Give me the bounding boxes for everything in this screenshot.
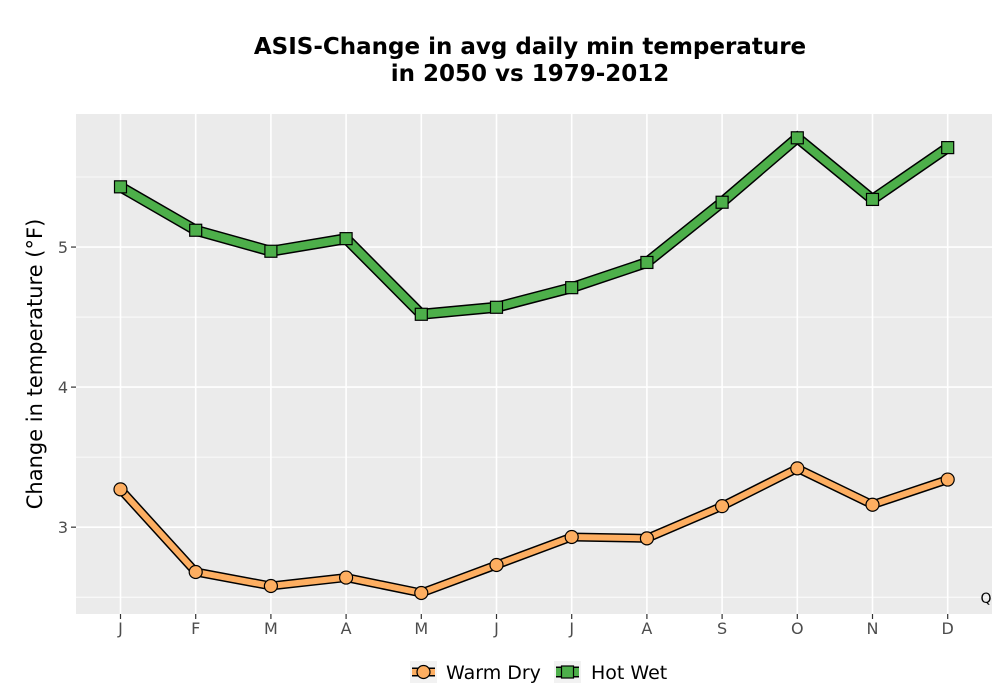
x-tick-label: D <box>942 619 954 638</box>
x-tick-label: F <box>191 619 200 638</box>
series-line <box>118 464 949 597</box>
data-point <box>790 131 804 145</box>
x-tick-label: A <box>341 619 352 638</box>
data-point <box>113 180 128 194</box>
data-point <box>714 499 730 514</box>
y-axis-ticks: 3 4 5 <box>58 238 76 537</box>
series-line <box>118 132 950 319</box>
data-point <box>940 472 955 487</box>
series-layer <box>113 130 955 601</box>
data-point <box>189 223 203 237</box>
data-point <box>264 244 278 258</box>
y-tick-label: 4 <box>58 378 68 397</box>
data-point <box>489 300 504 314</box>
data-point <box>564 529 579 545</box>
legend-key-marker <box>560 665 575 679</box>
grid-minor <box>76 176 992 598</box>
legend-key-marker <box>416 664 431 680</box>
legend-item: Warm Dry <box>410 661 541 684</box>
data-point <box>790 461 805 476</box>
x-tick-label: M <box>414 619 428 638</box>
legend: Warm Dry Hot Wet <box>410 661 667 684</box>
plot-panel <box>76 114 992 614</box>
data-point <box>414 307 428 321</box>
grid-major <box>76 114 992 614</box>
data-point <box>565 281 579 295</box>
data-point <box>941 141 955 155</box>
data-point <box>640 255 654 270</box>
legend-label: Warm Dry <box>446 662 541 684</box>
corner-note: Q <box>980 591 991 607</box>
y-tick-label: 5 <box>58 238 68 257</box>
y-tick-label: 3 <box>58 518 68 537</box>
data-point <box>865 192 880 207</box>
data-point <box>715 195 729 209</box>
x-tick-label: J <box>493 619 499 638</box>
x-tick-label: N <box>867 619 879 638</box>
chart-title-line1: ASIS-Change in avg daily min temperature <box>254 34 806 60</box>
x-tick-label: J <box>568 619 574 638</box>
data-point <box>188 564 203 580</box>
y-axis-title: Change in temperature (°F) <box>23 219 47 510</box>
data-point <box>263 578 278 594</box>
data-point <box>113 482 128 497</box>
data-point <box>489 557 504 573</box>
data-point <box>414 585 429 601</box>
x-tick-label: M <box>264 619 278 638</box>
series-1 <box>113 461 955 601</box>
chart-title-line2: in 2050 vs 1979-2012 <box>391 61 670 87</box>
legend-label: Hot Wet <box>591 662 667 684</box>
x-tick-label: J <box>117 619 123 638</box>
legend-item: Hot Wet <box>554 661 667 684</box>
data-point <box>339 232 353 246</box>
data-point <box>639 531 655 546</box>
data-point <box>865 497 880 512</box>
x-tick-label: O <box>791 619 804 638</box>
x-tick-label: S <box>717 619 727 638</box>
data-point <box>339 570 354 585</box>
series-2 <box>113 130 955 321</box>
x-tick-label: A <box>641 619 652 638</box>
